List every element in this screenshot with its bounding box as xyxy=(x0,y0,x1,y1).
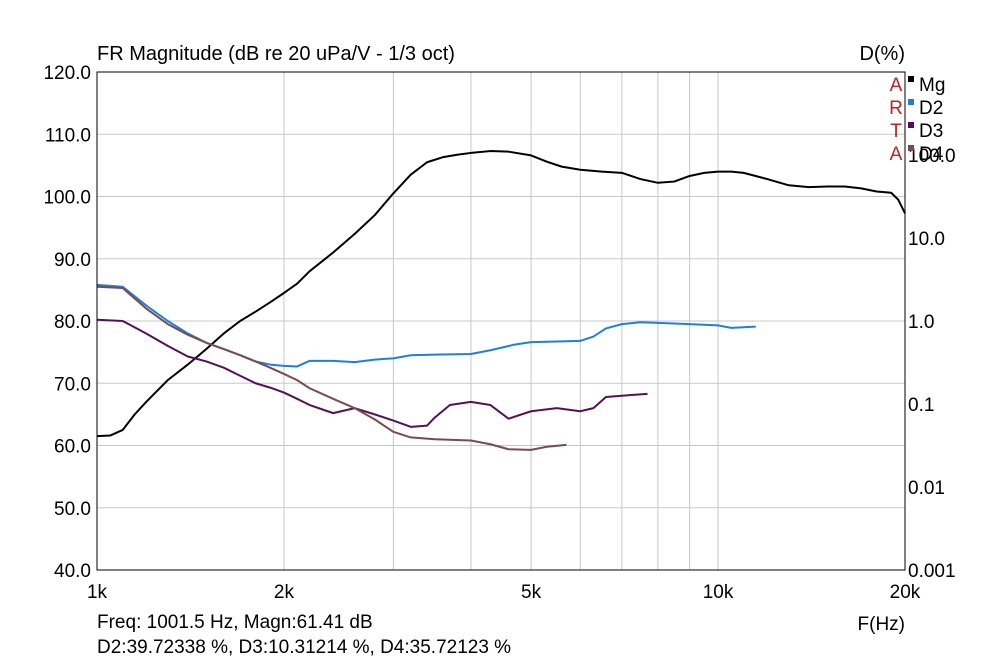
chart-title: FR Magnitude (dB re 20 uPa/V - 1/3 oct) xyxy=(97,43,455,65)
right-axis-title: D(%) xyxy=(859,43,905,65)
y-tick-label: 40.0 xyxy=(54,561,91,582)
legend-swatch-d4 xyxy=(908,145,914,151)
y-tick-label: 120.0 xyxy=(43,63,91,84)
legend-swatch-d2 xyxy=(908,99,914,105)
x-tick-label: 2k xyxy=(274,582,295,603)
series-line-d4 xyxy=(96,285,567,451)
tick-labels: 40.0 50.0 60.0 70.0 80.0 90.0 100.0 110.0 120.0 0… xyxy=(43,63,955,603)
arta-watermark-letter: A xyxy=(890,75,903,96)
legend-label-d3: D3 xyxy=(919,121,943,142)
y-tick-label: 80.0 xyxy=(54,312,91,333)
legend-label-mg: Mg xyxy=(919,75,945,96)
y-right-tick-label: 1.0 xyxy=(908,312,934,333)
arta-watermark-letter: A xyxy=(890,144,903,165)
y-right-tick-label: 0.001 xyxy=(908,561,956,582)
arta-watermark-letter: T xyxy=(890,121,902,142)
legend-label-d4: D4 xyxy=(919,144,944,165)
y-right-tick-label: 0.1 xyxy=(908,395,934,416)
arta-watermark-letter: R xyxy=(889,98,903,119)
series-line-mg xyxy=(96,150,906,438)
series-line-d2 xyxy=(96,283,756,368)
y-tick-label: 50.0 xyxy=(54,499,91,520)
legend-swatch-mg xyxy=(908,76,914,82)
grid xyxy=(97,72,905,570)
x-tick-label: 20k xyxy=(890,582,921,603)
x-tick-label: 5k xyxy=(521,582,542,603)
x-tick-label: 1k xyxy=(87,582,108,603)
legend-swatch-d3 xyxy=(908,122,914,128)
x-tick-label: 10k xyxy=(703,582,734,603)
y-right-tick-label: 10.0 xyxy=(908,229,945,250)
y-right-tick-label: 0.01 xyxy=(908,478,945,499)
y-tick-label: 100.0 xyxy=(43,188,91,209)
cursor-readout-distortion: D2:39.72338 %, D3:10.31214 %, D4:35.7212… xyxy=(97,637,512,658)
y-tick-label: 60.0 xyxy=(54,437,91,458)
y-tick-label: 70.0 xyxy=(54,374,91,395)
y-right-tick-label: 100.0 xyxy=(908,146,956,167)
plot-frame xyxy=(96,71,906,571)
legend-label-d2: D2 xyxy=(919,98,943,119)
y-tick-label: 90.0 xyxy=(54,250,91,271)
cursor-readout-freq-magn: Freq: 1001.5 Hz, Magn:61.41 dB xyxy=(97,612,373,633)
series-line-d3 xyxy=(96,318,648,428)
series-lines xyxy=(96,150,906,451)
x-axis-label: F(Hz) xyxy=(858,614,905,635)
y-tick-label: 110.0 xyxy=(45,125,91,146)
